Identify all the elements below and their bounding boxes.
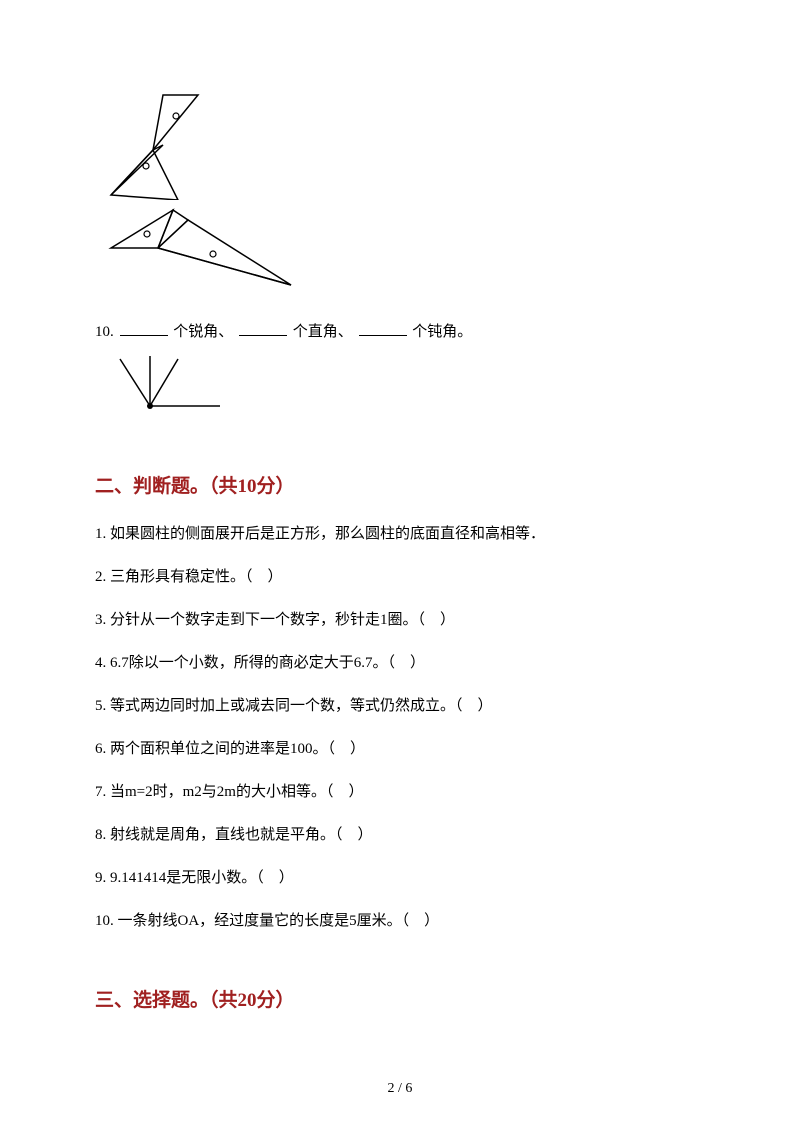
- section-3-header: 三、选择题。（共20分）: [95, 985, 705, 1012]
- figure-angles: [115, 354, 705, 419]
- blank-3: [359, 320, 407, 336]
- question-2-1: 1. 如果圆柱的侧面展开后是正方形，那么圆柱的底面直径和高相等．: [95, 522, 705, 546]
- question-2-7: 7. 当m=2时，m2与2m的大小相等。（ ）: [95, 780, 705, 804]
- page-number: 2 / 6: [0, 1081, 800, 1097]
- blank-2: [239, 320, 287, 336]
- question-10-part3: 个钝角。: [412, 324, 472, 340]
- blank-1: [120, 320, 168, 336]
- question-10-part2: 个直角、: [293, 324, 353, 340]
- figure-triangles-1: [103, 90, 705, 205]
- question-2-3: 3. 分针从一个数字走到下一个数字，秒针走1圈。（ ）: [95, 608, 705, 632]
- question-10-part1: 个锐角、: [173, 324, 233, 340]
- question-2-8: 8. 射线就是周角，直线也就是平角。（ ）: [95, 823, 705, 847]
- question-2-9: 9. 9.141414是无限小数。（ ）: [95, 866, 705, 890]
- geometry-figures: [95, 90, 705, 300]
- question-2-5: 5. 等式两边同时加上或减去同一个数，等式仍然成立。（ ）: [95, 694, 705, 718]
- question-2-4: 4. 6.7除以一个小数，所得的商必定大于6.7。（ ）: [95, 651, 705, 675]
- question-10: 10. 个锐角、 个直角、 个钝角。: [95, 320, 705, 344]
- section-2-header: 二、判断题。（共10分）: [95, 471, 705, 498]
- question-2-2: 2. 三角形具有稳定性。（ ）: [95, 565, 705, 589]
- question-2-6: 6. 两个面积单位之间的进率是100。（ ）: [95, 737, 705, 761]
- question-10-number: 10.: [95, 324, 114, 340]
- figure-triangles-2: [103, 200, 705, 300]
- question-2-10: 10. 一条射线OA，经过度量它的长度是5厘米。（ ）: [95, 909, 705, 933]
